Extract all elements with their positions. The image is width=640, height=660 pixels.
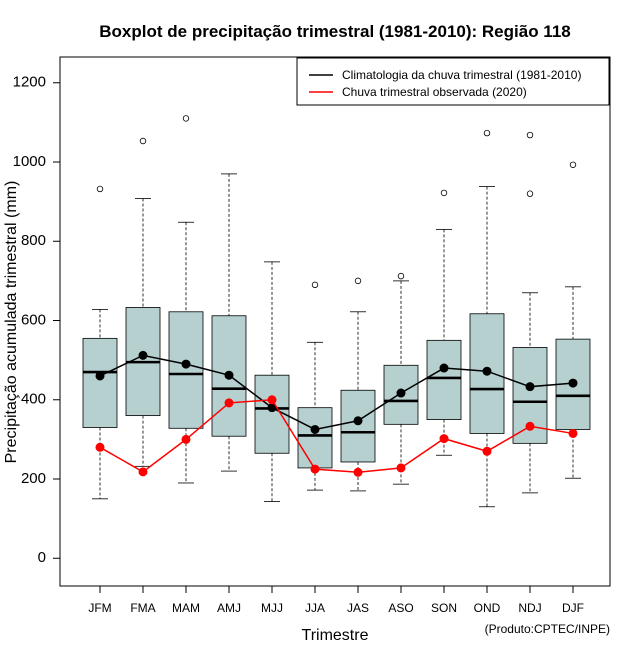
outlier-point (440, 189, 448, 197)
series-point-aso (396, 463, 406, 473)
series-point-ond (482, 446, 492, 456)
y-tick-label: 400 (21, 391, 46, 408)
outlier-point (139, 137, 147, 145)
series-point-jfm (95, 442, 105, 452)
box-aso (383, 272, 419, 485)
series-point-ndj (525, 421, 535, 431)
series-line (99, 398, 574, 474)
x-tick-label-mam: MAM (172, 601, 200, 615)
interquartile-box (340, 389, 376, 463)
outlier-point (397, 272, 405, 280)
y-tick-label: 1200 (13, 74, 46, 91)
series-point-mam (181, 434, 191, 444)
y-tick-label: 200 (21, 470, 46, 487)
x-tick-label-djf: DJF (562, 601, 584, 615)
legend-label-climatology: Climatologia da chuva trimestral (1981-2… (342, 68, 581, 82)
x-tick-label-jja: JJA (305, 601, 325, 615)
x-tick-label-amj: AMJ (217, 601, 241, 615)
series-point-son (439, 363, 449, 373)
x-tick-label-son: SON (431, 601, 457, 615)
series-point-mam (181, 359, 191, 369)
x-tick-label-jas: JAS (347, 601, 369, 615)
series-point-son (439, 434, 449, 444)
interquartile-box (383, 364, 419, 425)
box-mam (168, 115, 204, 484)
y-axis-label: Precipitação acumulada trimestral (mm) (3, 181, 20, 464)
outlier-point (182, 115, 190, 122)
outlier-point (483, 129, 491, 137)
series-point-mjj (267, 395, 277, 405)
x-tick-label-mjj: MJJ (261, 601, 283, 615)
outlier-point (526, 190, 534, 197)
series-line (99, 354, 574, 431)
outlier-point (526, 131, 534, 139)
plot-frame (59, 56, 611, 587)
interquartile-box (426, 339, 462, 420)
series-point-djf (568, 378, 578, 388)
y-tick-label: 800 (21, 232, 46, 249)
series-point-amj (224, 370, 234, 380)
series-point-djf (568, 428, 578, 438)
interquartile-box (168, 311, 204, 429)
series-observed-2020 (95, 395, 578, 477)
y-tick-label: 0 (38, 549, 46, 566)
series-point-jas (353, 416, 363, 426)
series-point-jja (310, 424, 320, 434)
series-climatology (95, 350, 578, 434)
chart-title: Boxplot de precipitação trimestral (1981… (99, 22, 570, 41)
legend: Climatologia da chuva trimestral (1981-2… (296, 57, 610, 106)
series-point-fma (138, 350, 148, 360)
x-tick-label-ndj: NDJ (518, 601, 541, 615)
series-point-jfm (95, 371, 105, 381)
series-point-ond (482, 366, 492, 376)
y-axis: 0 200 400 600 800 1000 1200 (13, 74, 60, 566)
series-point-jja (310, 464, 320, 474)
x-tick-label-aso: ASO (388, 601, 413, 615)
box-son (426, 189, 462, 456)
series-point-aso (396, 388, 406, 398)
series-point-ndj (525, 382, 535, 392)
series-layer (95, 350, 578, 477)
y-tick-label: 600 (21, 311, 46, 328)
series-point-jas (353, 467, 363, 477)
x-tick-label-ond: OND (474, 601, 501, 615)
legend-label-observed: Chuva trimestral observada (2020) (342, 85, 527, 99)
x-axis-label: Trimestre (302, 627, 369, 644)
outlier-point (96, 185, 104, 193)
credit-text: (Produto:CPTEC/INPE) (485, 622, 610, 636)
x-tick-label-jfm: JFM (88, 601, 111, 615)
box-jas (340, 277, 376, 492)
legend-box (296, 57, 610, 106)
interquartile-box (297, 407, 333, 469)
y-tick-label: 1000 (13, 153, 46, 170)
x-tick-label-fma: FMA (130, 601, 155, 615)
interquartile-box (82, 337, 118, 428)
series-point-fma (138, 467, 148, 477)
outlier-point (311, 281, 319, 289)
box-jfm (82, 185, 118, 500)
outlier-point (569, 161, 577, 168)
box-jja (297, 281, 333, 491)
series-point-amj (224, 398, 234, 408)
x-axis: JFM FMA MAM AMJ MJJ JJA JAS ASO SON OND NDJ DJF (88, 586, 584, 615)
box-amj (211, 173, 247, 472)
outlier-point (354, 277, 362, 285)
